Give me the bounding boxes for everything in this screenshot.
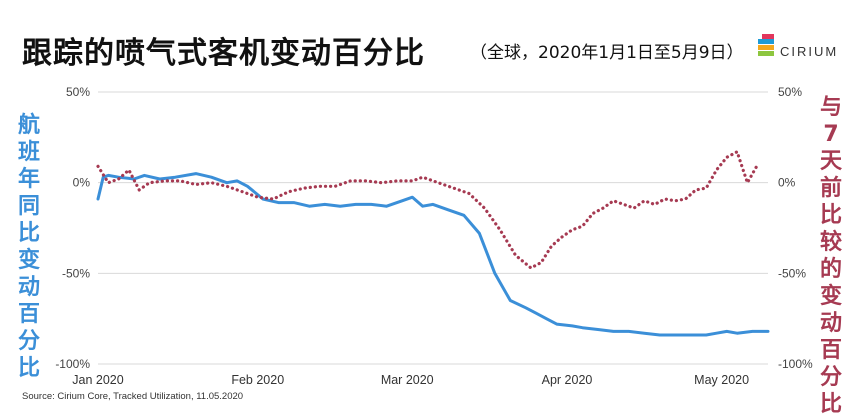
y-tick-label-left: -100% [55,357,90,371]
x-tick-label: Jan 2020 [72,373,123,387]
y-tick-label-right: 0% [778,176,796,190]
y-tick-label-right: -100% [778,357,813,371]
x-tick-label: May 2020 [694,373,749,387]
chart-subtitle: （全球，2020年1月1日至5月9日） [470,43,744,63]
y-tick-label-right: 50% [778,85,802,99]
cirium-logo-icon [758,34,774,56]
y-tick-label-left: -50% [62,266,90,280]
y-axis-label-left: 航班年同比变动百分比 [17,113,40,381]
series-line-wow [96,150,760,270]
x-tick-label: Mar 2020 [381,373,434,387]
series-line-yoy [96,172,770,337]
y-tick-label-left: 50% [66,85,90,99]
y-axis-label-right: 与7天前比较的变动百分比 [819,95,842,417]
x-tick-label: Apr 2020 [542,373,593,387]
source-note: Source: Cirium Core, Tracked Utilization… [22,391,244,402]
chart-title: 跟踪的喷气式客机变动百分比 [22,36,425,71]
x-tick-label: Feb 2020 [231,373,284,387]
brand-name: CIRIUM [780,44,839,59]
y-tick-label-right: -50% [778,266,806,280]
y-tick-label-left: 0% [73,176,91,190]
